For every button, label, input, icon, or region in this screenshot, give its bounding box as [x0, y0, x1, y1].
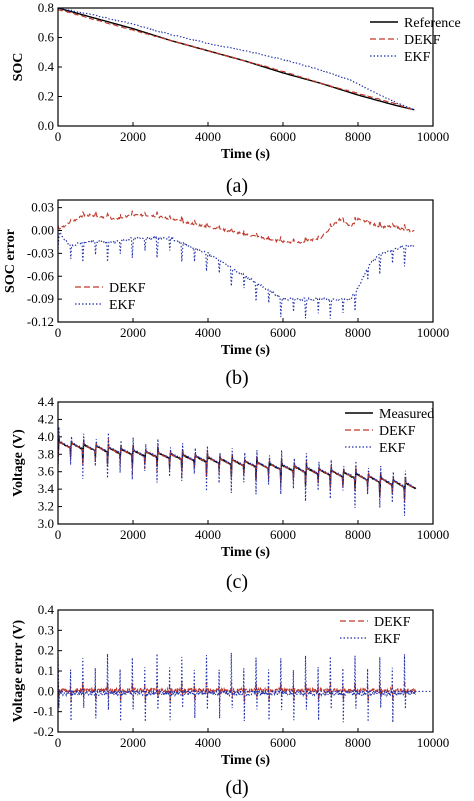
x-tick-label: 8000 [345, 735, 371, 750]
y-tick-label: -0.12 [27, 314, 54, 329]
x-tick-label: 10000 [417, 325, 450, 340]
y-tick-label: 0.6 [38, 30, 55, 45]
x-tick-label: 2000 [120, 527, 146, 542]
legend-label-dekf: DEKF [374, 615, 411, 630]
x-axis-title: Time (s) [221, 545, 270, 560]
legend-label-ekf: EKF [404, 50, 431, 65]
series-line-ekf [58, 426, 417, 516]
legend: Measured DEKF EKF [345, 407, 434, 456]
y-tick-label: 0.4 [38, 602, 55, 617]
y-axis-title: Voltage error (V) [11, 619, 26, 722]
x-tick-label: 0 [55, 527, 62, 542]
x-axis-title: Time (s) [221, 343, 270, 358]
y-tick-label: -0.09 [27, 291, 54, 306]
x-tick-label: 8000 [345, 129, 371, 144]
series-line-dekf [58, 434, 416, 502]
y-tick-label: 0.00 [31, 223, 54, 238]
plot-frame [57, 7, 434, 127]
chart-panel-c: 0 2000 4000 6000 8000 10000 3.0 3.2 3.4 3.6 3.8 4.0… [11, 394, 449, 593]
x-tick-label: 0 [55, 735, 62, 750]
y-tick-label: 4.2 [38, 411, 54, 426]
x-tick-label: 8000 [345, 325, 371, 340]
x-tick-label: 10000 [417, 129, 450, 144]
legend-label-ekf: EKF [374, 632, 401, 647]
x-axis-title: Time (s) [221, 147, 270, 162]
y-axis-title: SOC [11, 53, 26, 82]
series-group [58, 210, 415, 319]
panel-label: (b) [225, 367, 248, 389]
legend: Reference DEKF EKF [370, 16, 461, 65]
series-line-ekf [58, 652, 417, 723]
panel-label: (d) [225, 777, 248, 799]
y-tick-label: 0.03 [31, 200, 54, 215]
y-tick-label: 3.8 [38, 446, 54, 461]
y-tick-label: 3.4 [38, 481, 55, 496]
x-tick-label: 4000 [195, 735, 221, 750]
x-axis-title: Time (s) [221, 753, 270, 768]
y-tick-label: 4.4 [38, 394, 55, 409]
legend-label-dekf: DEKF [109, 281, 146, 296]
plot-frame [57, 401, 434, 525]
y-tick-label: 3.2 [38, 499, 54, 514]
y-tick-label: 0.0 [38, 683, 54, 698]
x-tick-label: 6000 [270, 527, 296, 542]
y-tick-label: 0.3 [38, 622, 54, 637]
series-group [58, 652, 417, 723]
x-tick-label: 6000 [270, 129, 296, 144]
legend-label-measured: Measured [379, 407, 434, 422]
x-tick-label: 10000 [417, 735, 450, 750]
plot-frame [57, 199, 434, 323]
legend-label-dekf: DEKF [404, 33, 441, 48]
x-tick-label: 0 [55, 129, 62, 144]
y-tick-label: 0.8 [38, 0, 54, 15]
x-tick-label: 4000 [195, 325, 221, 340]
legend-label-ekf: EKF [379, 441, 406, 456]
legend-label-reference: Reference [404, 16, 461, 31]
y-tick-label: 0.2 [38, 643, 54, 658]
chart-panel-a: 0 2000 4000 6000 8000 10000 0.0 0.2 0.4 0.6 0.8 Tim… [11, 0, 461, 197]
series-group [58, 8, 415, 111]
y-tick-label: 0.1 [38, 663, 54, 678]
series-group [58, 426, 417, 516]
x-tick-label: 2000 [120, 325, 146, 340]
x-tick-label: 2000 [120, 735, 146, 750]
y-tick-label: 0.0 [38, 118, 54, 133]
y-axis-title: Voltage (V) [11, 429, 26, 497]
legend-label-dekf: DEKF [379, 424, 416, 439]
x-tick-label: 8000 [345, 527, 371, 542]
series-line-measured [58, 436, 417, 499]
y-tick-label: -0.06 [27, 268, 55, 283]
x-tick-label: 0 [55, 325, 62, 340]
series-line-ekf [58, 231, 415, 319]
chart-panel-b: 0 2000 4000 6000 8000 10000 -0.12 -0.09 -0.06 -0.… [3, 199, 450, 389]
y-tick-label: 4.0 [38, 429, 54, 444]
plot-frame [57, 609, 434, 733]
x-tick-label: 10000 [417, 527, 450, 542]
x-tick-label: 6000 [270, 735, 296, 750]
y-tick-label: -0.1 [33, 704, 54, 719]
y-axis-title: SOC error [3, 229, 18, 293]
series-line-dekf [58, 8, 415, 111]
y-tick-label: -0.2 [33, 724, 54, 739]
y-tick-label: 3.0 [38, 516, 54, 531]
y-tick-label: 3.6 [38, 464, 55, 479]
panel-label: (a) [226, 175, 248, 197]
panel-label: (c) [226, 571, 248, 593]
y-tick-label: -0.03 [27, 245, 54, 260]
x-tick-label: 4000 [195, 527, 221, 542]
chart-panel-d: 0 2000 4000 6000 8000 10000 -0.2 -0.1 0.0 0.1 0.2 0… [11, 602, 449, 799]
x-tick-label: 4000 [195, 129, 221, 144]
y-tick-label: 0.2 [38, 89, 54, 104]
legend-label-ekf: EKF [109, 298, 136, 313]
legend: DEKF EKF [340, 615, 411, 647]
legend: DEKF EKF [75, 281, 146, 313]
x-tick-label: 6000 [270, 325, 296, 340]
x-tick-label: 2000 [120, 129, 146, 144]
series-line-dekf [58, 210, 415, 244]
y-tick-label: 0.4 [38, 59, 55, 74]
